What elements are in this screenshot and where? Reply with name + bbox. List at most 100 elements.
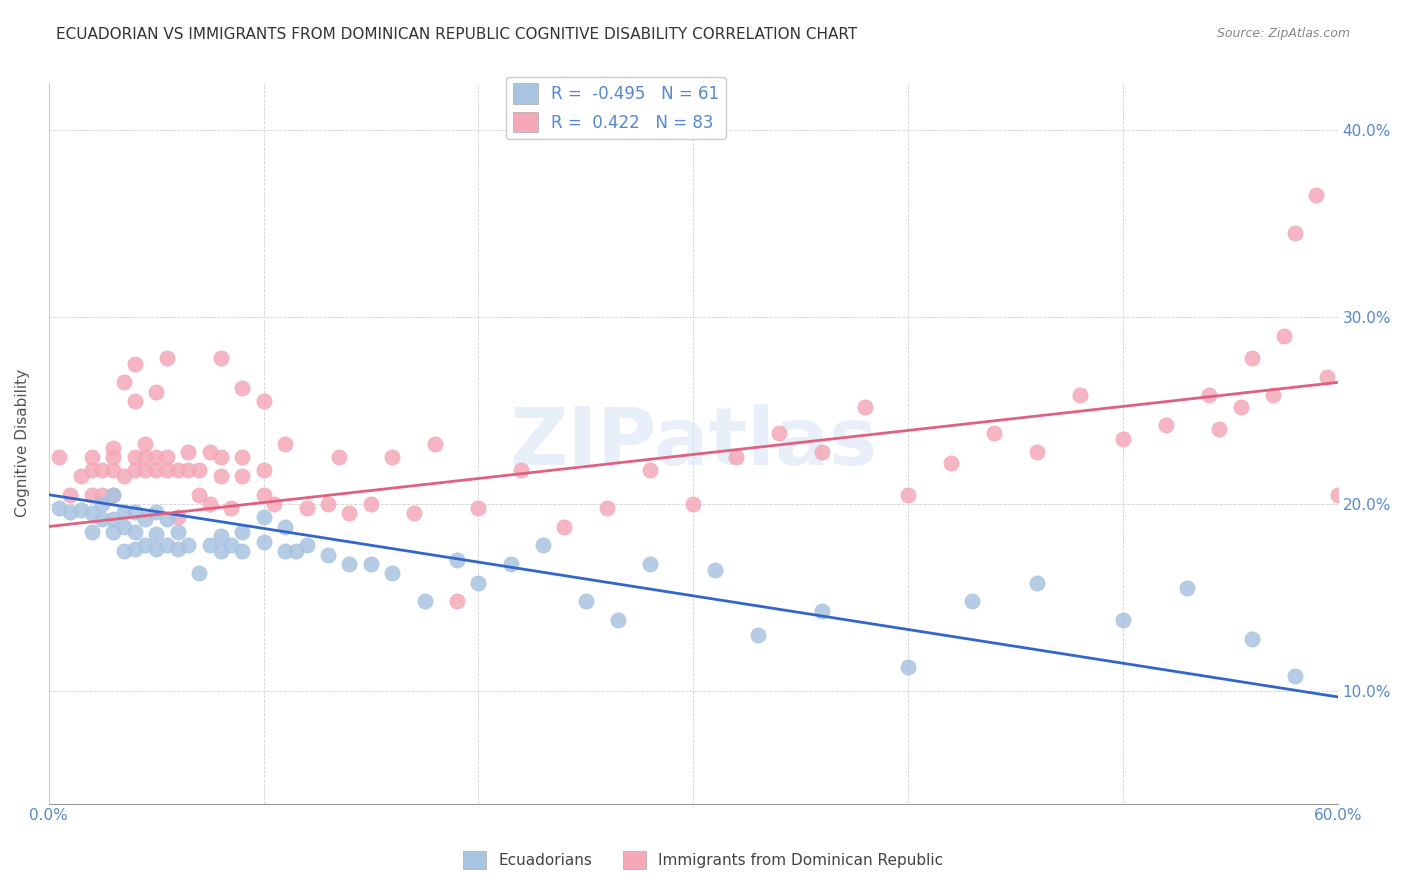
Point	[274, 519, 297, 533]
Point	[221, 538, 243, 552]
Text: ZIPatlas: ZIPatlas	[509, 404, 877, 483]
Point	[1326, 488, 1348, 502]
Point	[80, 525, 103, 540]
Point	[1154, 418, 1177, 433]
Point	[402, 507, 425, 521]
Point	[124, 525, 146, 540]
Point	[531, 538, 554, 552]
Point	[316, 548, 339, 562]
Point	[80, 507, 103, 521]
Point	[209, 529, 232, 543]
Point	[295, 538, 318, 552]
Point	[1025, 444, 1047, 458]
Point	[166, 525, 188, 540]
Point	[231, 450, 253, 465]
Point	[177, 463, 200, 477]
Point	[467, 500, 489, 515]
Point	[48, 450, 70, 465]
Point	[221, 500, 243, 515]
Point	[425, 437, 447, 451]
Legend: R =  -0.495   N = 61, R =  0.422   N = 83: R = -0.495 N = 61, R = 0.422 N = 83	[506, 77, 725, 139]
Point	[284, 544, 307, 558]
Point	[360, 497, 382, 511]
Point	[316, 497, 339, 511]
Point	[91, 497, 114, 511]
Point	[156, 351, 179, 365]
Point	[1069, 388, 1091, 402]
Point	[103, 525, 125, 540]
Point	[1112, 432, 1135, 446]
Point	[682, 497, 704, 511]
Point	[295, 500, 318, 515]
Point	[134, 512, 156, 526]
Point	[188, 566, 211, 581]
Point	[209, 351, 232, 365]
Point	[145, 463, 167, 477]
Point	[328, 450, 350, 465]
Point	[638, 557, 661, 571]
Point	[145, 505, 167, 519]
Point	[91, 463, 114, 477]
Point	[80, 450, 103, 465]
Point	[156, 463, 179, 477]
Point	[198, 497, 221, 511]
Text: ECUADORIAN VS IMMIGRANTS FROM DOMINICAN REPUBLIC COGNITIVE DISABILITY CORRELATIO: ECUADORIAN VS IMMIGRANTS FROM DOMINICAN …	[56, 27, 858, 42]
Point	[252, 510, 274, 524]
Point	[103, 512, 125, 526]
Point	[263, 497, 285, 511]
Point	[156, 538, 179, 552]
Point	[209, 469, 232, 483]
Point	[413, 594, 436, 608]
Point	[446, 553, 468, 567]
Point	[575, 594, 598, 608]
Point	[103, 488, 125, 502]
Point	[510, 463, 533, 477]
Point	[198, 538, 221, 552]
Point	[1198, 388, 1220, 402]
Point	[553, 519, 575, 533]
Point	[768, 425, 790, 440]
Text: Source: ZipAtlas.com: Source: ZipAtlas.com	[1216, 27, 1350, 40]
Point	[252, 488, 274, 502]
Point	[59, 505, 82, 519]
Point	[124, 450, 146, 465]
Point	[1284, 226, 1306, 240]
Point	[638, 463, 661, 477]
Point	[747, 628, 769, 642]
Point	[1316, 369, 1339, 384]
Point	[134, 437, 156, 451]
Y-axis label: Cognitive Disability: Cognitive Disability	[15, 369, 30, 517]
Point	[1284, 669, 1306, 683]
Point	[1240, 351, 1263, 365]
Point	[1305, 188, 1327, 202]
Point	[112, 376, 135, 390]
Point	[145, 450, 167, 465]
Point	[252, 463, 274, 477]
Point	[112, 544, 135, 558]
Point	[499, 557, 522, 571]
Point	[897, 488, 920, 502]
Point	[381, 566, 404, 581]
Point	[145, 527, 167, 541]
Point	[145, 384, 167, 399]
Point	[124, 357, 146, 371]
Point	[231, 469, 253, 483]
Point	[1240, 632, 1263, 646]
Point	[209, 544, 232, 558]
Point	[103, 488, 125, 502]
Point	[80, 488, 103, 502]
Point	[145, 541, 167, 556]
Point	[1175, 582, 1198, 596]
Point	[177, 444, 200, 458]
Point	[596, 500, 619, 515]
Point	[134, 463, 156, 477]
Point	[70, 469, 93, 483]
Point	[274, 544, 297, 558]
Point	[209, 450, 232, 465]
Point	[177, 538, 200, 552]
Point	[103, 463, 125, 477]
Point	[811, 604, 834, 618]
Point	[166, 541, 188, 556]
Point	[983, 425, 1005, 440]
Point	[962, 594, 984, 608]
